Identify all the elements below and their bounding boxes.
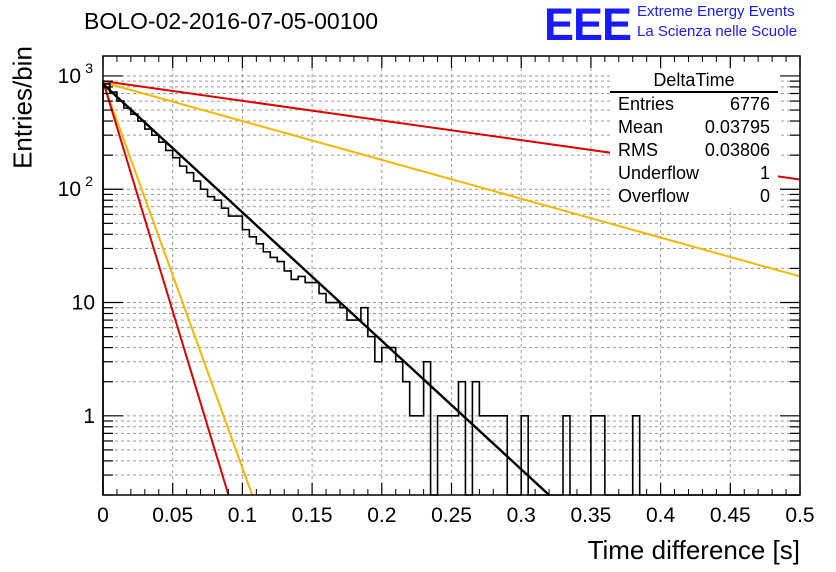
y-tick-exponent: 3 [85, 60, 93, 76]
axes: 0 0.05 0.1 0.15 0.2 0.25 0.3 0.35 0.4 0.45 0.51101… [58, 56, 815, 527]
logo-line-1: Extreme Energy Events [637, 3, 795, 20]
stats-label: Mean [618, 117, 664, 137]
grid-lines [103, 56, 800, 495]
x-tick-label: 0.05 [152, 504, 193, 527]
x-tick-label: 0.15 [292, 504, 333, 527]
exponential-fit-line [102, 83, 550, 496]
stats-row-underflow: Underflow 1 [610, 162, 778, 185]
reference-line-orange [102, 81, 801, 278]
fit-line [102, 83, 550, 496]
y-tick-label: 10 [58, 65, 81, 88]
logo-line-2: La Scienza nelle Scuole [637, 23, 798, 40]
stats-value: 0.03795 [704, 117, 770, 137]
stats-value: 0.03806 [704, 140, 770, 160]
stats-label: Entries [618, 94, 675, 114]
y-tick-exponent: 2 [85, 173, 93, 189]
x-tick-label: 0 [97, 504, 109, 527]
stats-title: DeltaTime [610, 69, 778, 93]
stats-value: 1 [759, 163, 770, 183]
x-axis-label: Time difference [s] [587, 535, 800, 565]
x-tick-label: 0.3 [507, 504, 536, 527]
stats-value: 0 [759, 186, 770, 206]
x-tick-label: 0.25 [431, 504, 472, 527]
y-tick-label: 1 [83, 405, 95, 428]
x-tick-label: 0.5 [785, 504, 814, 527]
stats-value: 6776 [729, 94, 770, 114]
stats-label: Overflow [618, 186, 690, 206]
stats-row-mean: Mean 0.03795 [610, 116, 778, 139]
x-tick-label: 0.4 [646, 504, 676, 527]
stats-row-overflow: Overflow 0 [610, 185, 778, 208]
stats-row-entries: Entries 6776 [610, 93, 778, 116]
y-axis-label: Entries/bin [7, 46, 38, 169]
y-tick-label: 10 [72, 292, 95, 315]
stats-label: RMS [618, 140, 658, 160]
x-tick-label: 0.1 [228, 504, 257, 527]
stats-label: Underflow [618, 163, 700, 183]
reference-line-orange [102, 81, 254, 496]
x-tick-label: 0.35 [570, 504, 611, 527]
run-title: BOLO-02-2016-07-05-00100 [84, 8, 379, 34]
reference-line-red [102, 80, 230, 496]
y-tick-label: 10 [58, 178, 81, 201]
eee-logo: EEE [544, 0, 632, 50]
x-tick-label: 0.2 [367, 504, 396, 527]
x-tick-label: 0.45 [710, 504, 751, 527]
stats-box: DeltaTime Entries 6776 Mean 0.03795 RMS … [610, 69, 778, 208]
stats-row-rms: RMS 0.03806 [610, 139, 778, 162]
